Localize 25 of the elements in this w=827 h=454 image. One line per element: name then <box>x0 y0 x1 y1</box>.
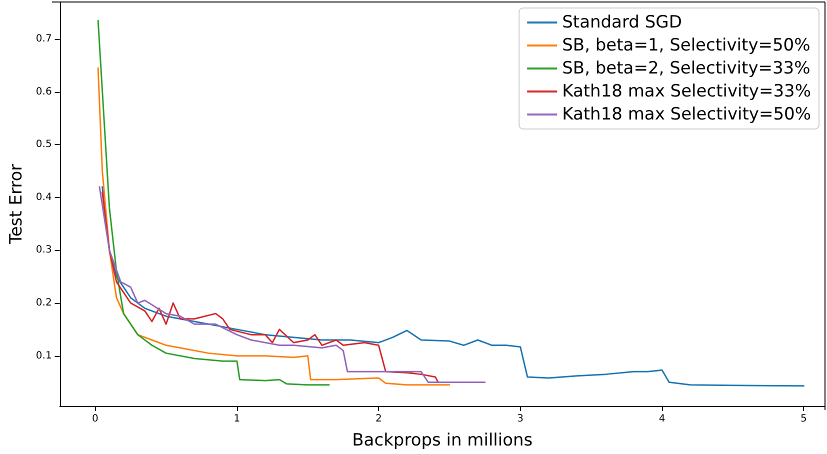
y-tick-label: 0.2 <box>36 298 52 309</box>
line-series <box>97 20 330 386</box>
line-series <box>98 186 486 383</box>
line-series <box>97 67 450 386</box>
legend-label: SB, beta=1, Selectivity=50% <box>562 36 810 56</box>
legend-label: Kath18 max Selectivity=33% <box>562 82 811 102</box>
line-series <box>102 186 804 387</box>
x-axis-title: Backprops in millions <box>352 430 533 450</box>
y-tick-label: 0.7 <box>36 33 52 44</box>
x-tick-label: 3 <box>517 414 524 424</box>
x-tick-label: 5 <box>800 414 807 424</box>
x-tick-label: 2 <box>375 414 382 424</box>
legend-label: Standard SGD <box>562 12 682 32</box>
legend-label: SB, beta=2, Selectivity=33% <box>562 58 810 78</box>
y-tick-label: 0.5 <box>36 139 52 150</box>
y-tick-label: 0.3 <box>36 244 52 256</box>
y-tick-label: 0.4 <box>36 192 52 203</box>
x-tick-label: 0 <box>92 414 98 424</box>
y-tick-label: 0.1 <box>36 350 52 362</box>
x-tick-label: 1 <box>234 414 240 424</box>
legend-label: Kath18 max Selectivity=50% <box>562 104 811 124</box>
line-series <box>102 191 439 383</box>
x-tick-label: 4 <box>658 414 666 424</box>
y-tick-label: 0.6 <box>36 86 52 98</box>
y-axis-title: Test Error <box>6 164 26 246</box>
